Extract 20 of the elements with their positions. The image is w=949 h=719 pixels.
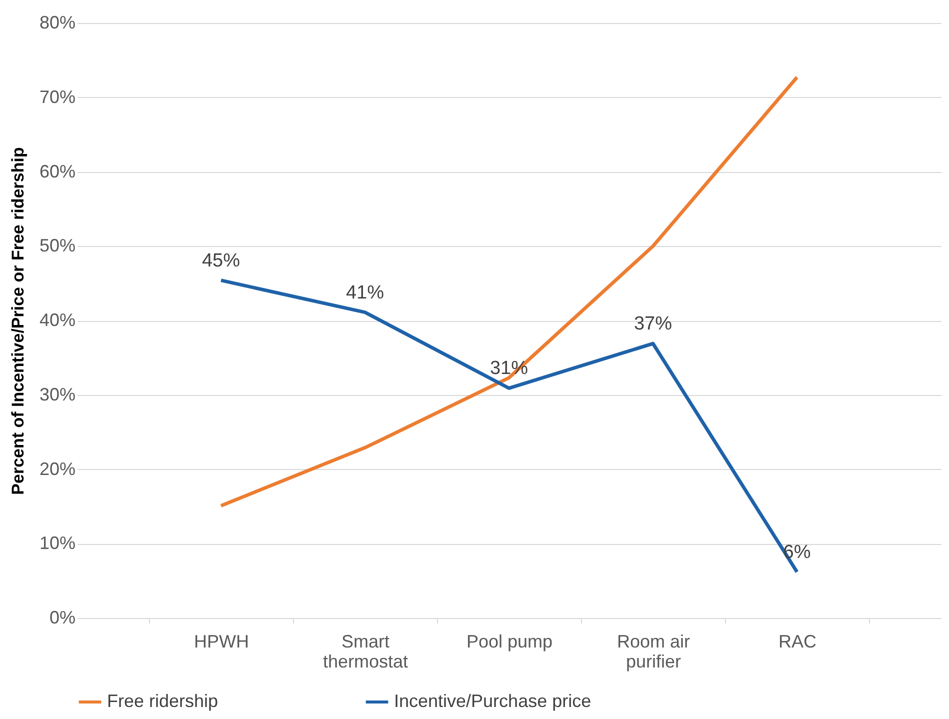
legend-label: Free ridership: [107, 691, 218, 711]
data-label: 41%: [346, 282, 384, 304]
data-label: 45%: [202, 250, 240, 272]
x-tick-label: RAC: [778, 632, 817, 652]
y-tick-label: 0%: [49, 608, 76, 628]
y-tick-label: 70%: [39, 86, 76, 107]
y-tick-label: 80%: [39, 12, 76, 32]
y-tick-label: 10%: [39, 533, 76, 554]
x-tick-label: Smart thermostat: [322, 632, 408, 672]
legend-label: Incentive/Purchase price: [394, 691, 592, 711]
y-axis-title: Percent of Incentive/Price or Free ridership: [8, 147, 28, 495]
y-tick-label: 40%: [39, 310, 76, 330]
data-label: 37%: [634, 314, 672, 335]
y-tick-label: 30%: [39, 384, 76, 404]
y-tick-label: 50%: [39, 236, 76, 256]
x-tick-label: Room air purifier: [616, 632, 690, 672]
y-tick-label: 60%: [39, 161, 76, 182]
x-tick-label: HPWH: [194, 632, 249, 652]
x-tick-label: Pool pump: [466, 632, 553, 652]
y-tick-label: 20%: [39, 458, 76, 479]
